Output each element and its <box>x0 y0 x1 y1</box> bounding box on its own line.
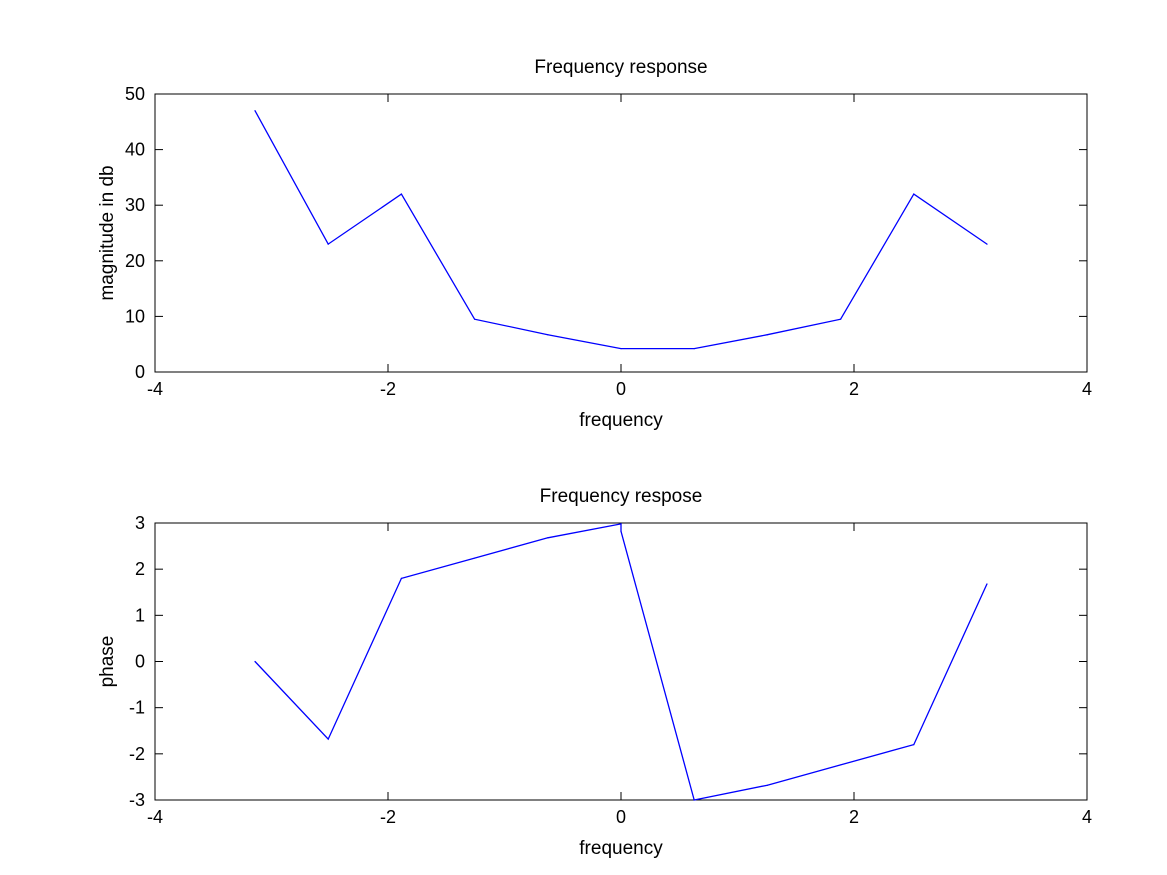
chart1-ylabel: magnitude in db <box>97 165 118 300</box>
chart2-data-point <box>766 784 768 786</box>
chart2-title: Frequency respose <box>540 486 703 507</box>
chart2-data-point <box>400 577 402 580</box>
chart1-ytick-label: 50 <box>125 84 145 104</box>
chart1-ytick-label: 0 <box>135 362 145 382</box>
chart2-ytick-label: 2 <box>135 559 145 579</box>
chart2-data-point <box>913 744 915 746</box>
chart2-data-point <box>840 764 842 766</box>
chart1-plot-frame <box>154 93 1088 373</box>
chart1-data-point <box>986 243 988 245</box>
chart2-ytick-label: -2 <box>129 744 145 764</box>
chart2-data-point <box>254 660 256 663</box>
chart1-data-point <box>693 348 695 350</box>
chart1-data-point <box>474 318 476 320</box>
chart2-ytick-label: 0 <box>135 652 145 672</box>
chart1-xlabel: frequency <box>579 410 663 431</box>
chart1-data-point <box>254 110 256 112</box>
chart2-data-point <box>547 537 549 539</box>
chart1-xtick-label: 4 <box>1082 379 1092 399</box>
chart1-xtick-label: 2 <box>849 379 859 399</box>
chart2-data-point <box>620 530 622 532</box>
chart1-ytick-label: 40 <box>125 140 145 160</box>
chart2-xtick-label: -4 <box>147 807 163 827</box>
chart1-data-point <box>766 334 768 336</box>
chart2-data-point <box>620 523 622 525</box>
chart1-xtick-label: -4 <box>147 379 163 399</box>
chart1-data-point <box>547 334 549 336</box>
chart2-data-point <box>327 738 329 740</box>
chart2-data-point <box>986 583 988 585</box>
chart1-series-line <box>254 110 988 350</box>
chart1-data-point <box>840 318 842 320</box>
chart1-xtick-label: 0 <box>616 379 626 399</box>
chart1-title: Frequency response <box>534 57 707 78</box>
chart2-xtick-label: 0 <box>616 807 626 827</box>
chart1-data-point <box>620 348 622 350</box>
chart2-ylabel: phase <box>97 636 118 688</box>
chart2-ytick-label: 3 <box>135 513 145 533</box>
chart2-ytick-label: -1 <box>129 698 145 718</box>
chart2-data-point <box>474 557 476 559</box>
chart1-xtick-label: -2 <box>380 379 396 399</box>
chart2-xtick-label: 2 <box>849 807 859 827</box>
chart1-data-point <box>400 193 402 195</box>
chart2-plot-frame <box>154 522 1088 801</box>
chart1-ytick-label: 10 <box>125 306 145 326</box>
chart2-ytick-label: 1 <box>135 605 145 625</box>
chart2-xtick-label: 4 <box>1082 807 1092 827</box>
chart1-ytick-label: 20 <box>125 251 145 271</box>
chart2-xlabel: frequency <box>579 838 663 859</box>
chart1-data-point <box>913 193 915 195</box>
chart2-xtick-label: -2 <box>380 807 396 827</box>
chart2-data-point <box>693 799 695 801</box>
chart2-ytick-label: -3 <box>129 790 145 810</box>
chart1-ytick-label: 30 <box>125 195 145 215</box>
chart1-data-point <box>327 243 329 245</box>
chart2-series-line <box>254 523 988 801</box>
